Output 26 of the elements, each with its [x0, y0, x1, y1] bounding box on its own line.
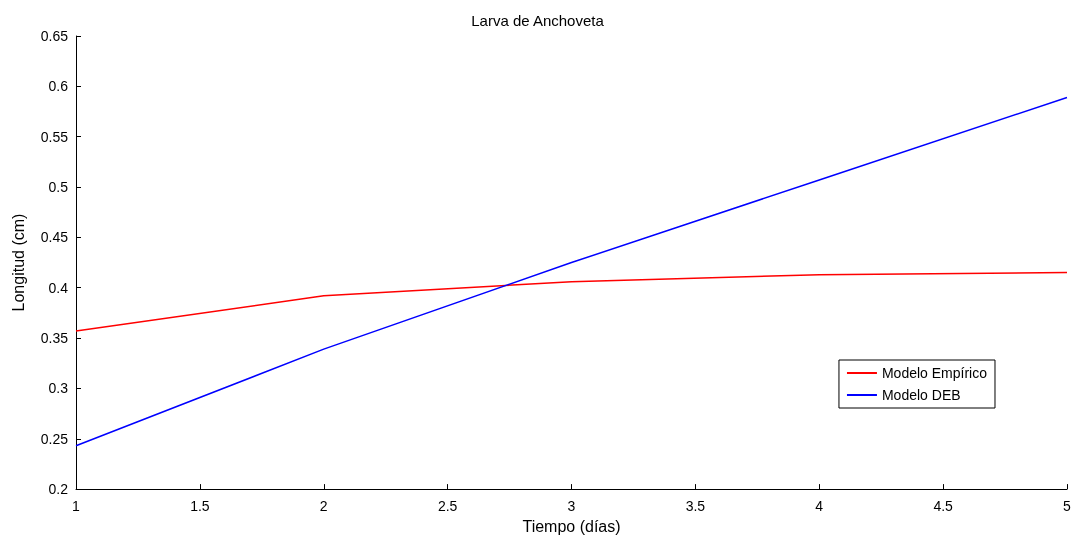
line-series: [75, 96, 1068, 447]
y-tick-label: 0.6: [48, 78, 69, 95]
y-tick-label: 0.2: [48, 481, 69, 498]
x-axis-title: Tiempo (días): [522, 517, 621, 535]
chart-title: Larva de Anchoveta: [471, 12, 605, 29]
x-tick-label: 2.5: [437, 498, 458, 515]
x-tick-label: 1.5: [190, 498, 210, 515]
line-series: [75, 271, 1068, 332]
legend-label: Modelo Empírico: [881, 365, 988, 381]
y-axis-title: Longitud (cm): [9, 213, 27, 312]
x-tick-label: 3: [567, 498, 576, 515]
y-tick-label: 0.5: [48, 179, 69, 196]
y-tick-label: 0.65: [40, 28, 69, 44]
x-tick-label: 4: [815, 498, 824, 515]
legend-label: Modelo DEB: [881, 387, 961, 403]
x-tick-label: 5: [1063, 498, 1072, 515]
y-tick-label: 0.4: [48, 279, 69, 296]
y-tick-label: 0.45: [40, 229, 69, 246]
x-tick-label: 2: [319, 498, 328, 515]
y-tick-label: 0.35: [40, 330, 69, 347]
y-tick-label: 0.55: [40, 128, 69, 145]
x-tick-label: 3.5: [685, 498, 706, 515]
x-tick-label: 4.5: [933, 498, 954, 515]
x-tick-label: 1: [72, 498, 81, 515]
y-tick-label: 0.25: [40, 430, 69, 447]
y-tick-label: 0.3: [48, 380, 69, 397]
